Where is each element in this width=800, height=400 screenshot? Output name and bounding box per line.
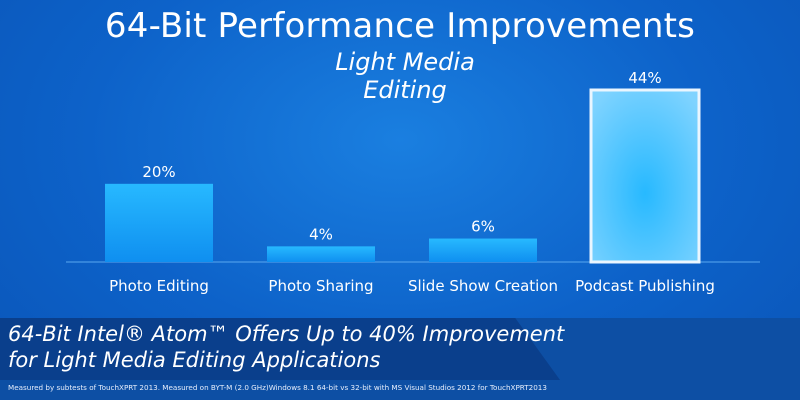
- headline-line-1: 64-Bit Intel® Atom™ Offers Up to 40% Imp…: [8, 322, 565, 346]
- headline-banner: [0, 318, 560, 380]
- chart-subtitle: Light Media Editing: [335, 48, 475, 104]
- category-label-slide-show-creation: Slide Show Creation: [408, 277, 558, 295]
- footnote: Measured by subtests of TouchXPRT 2013. …: [8, 383, 547, 392]
- value-label-photo-editing: 20%: [142, 163, 175, 181]
- value-label-slide-show-creation: 6%: [471, 218, 495, 236]
- bar-photo-sharing: [267, 246, 375, 262]
- bar-podcast-publishing: [589, 88, 701, 264]
- value-label-photo-sharing: 4%: [309, 225, 333, 243]
- category-label-podcast-publishing: Podcast Publishing: [575, 277, 715, 295]
- chart-title: 64-Bit Performance Improvements: [104, 6, 696, 46]
- headline-line-2: for Light Media Editing Applications: [8, 348, 381, 372]
- headline: 64-Bit Intel® Atom™ Offers Up to 40% Imp…: [8, 321, 564, 373]
- category-label-photo-editing: Photo Editing: [109, 277, 209, 295]
- category-label-photo-sharing: Photo Sharing: [268, 277, 373, 295]
- bar-photo-editing: [105, 183, 213, 262]
- bar-slide-show-creation: [429, 238, 537, 262]
- value-label-podcast-publishing: 44%: [628, 69, 661, 87]
- bar-chart: 20% Photo Editing 4% Photo Sharing 6% Slide S…: [66, 69, 760, 295]
